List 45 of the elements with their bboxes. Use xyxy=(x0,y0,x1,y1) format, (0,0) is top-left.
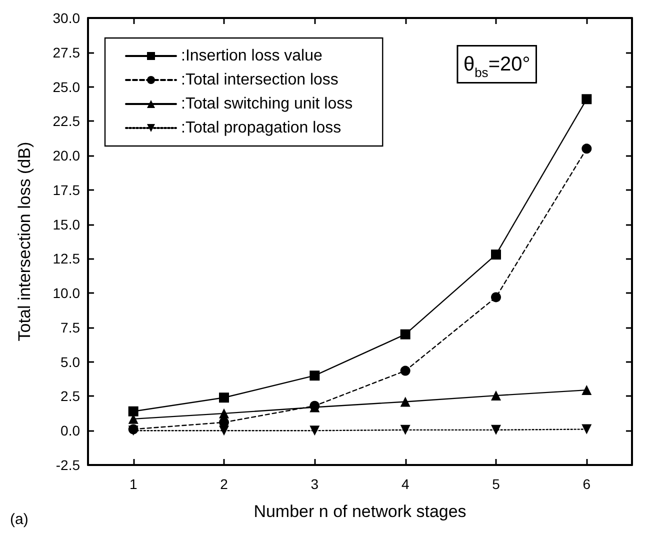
x-tick-label: 2 xyxy=(220,476,228,492)
y-tick-label: 22.5 xyxy=(52,113,80,130)
legend-label: :Insertion loss value xyxy=(181,48,323,64)
y-tick-label: 17.5 xyxy=(52,182,80,198)
y-tick-label: 10.0 xyxy=(52,285,80,302)
point xyxy=(491,424,501,435)
y-tick-label: 5.0 xyxy=(60,354,80,370)
x-tick-label: 1 xyxy=(129,476,138,492)
x-tick-label: 5 xyxy=(492,476,500,492)
y-tick-label: 12.5 xyxy=(52,250,80,267)
y-tick-label: 2.5 xyxy=(60,388,80,404)
y-tick-label: -2.5 xyxy=(56,457,80,473)
x-axis-title: Number n of network stages xyxy=(254,502,466,521)
y-tick-label: 20.0 xyxy=(52,148,80,164)
point xyxy=(219,392,229,403)
point xyxy=(400,396,410,407)
point xyxy=(582,144,592,154)
x-tick-label: 4 xyxy=(401,476,410,492)
legend-label: :Total switching unit loss xyxy=(181,96,353,112)
y-tick-label: 27.5 xyxy=(52,44,80,60)
y-tick-label: 7.5 xyxy=(60,319,80,336)
y-tick-label: 15.0 xyxy=(52,216,80,232)
text: (a) xyxy=(10,511,28,528)
y-tick-label: 0.0 xyxy=(60,422,80,439)
legend-label: :Total propagation loss xyxy=(181,120,342,136)
point xyxy=(491,250,501,260)
point xyxy=(491,292,501,302)
point xyxy=(582,424,592,434)
legend-label: :Total intersection loss xyxy=(181,72,338,88)
y-axis-title: Total intersection loss (dB) xyxy=(15,142,34,342)
point xyxy=(400,424,410,435)
point xyxy=(128,406,138,416)
point xyxy=(219,408,229,418)
point xyxy=(310,426,320,436)
x-tick-label: 6 xyxy=(582,476,591,492)
point xyxy=(582,94,592,104)
point xyxy=(310,370,320,381)
y-tick-label: 30.0 xyxy=(52,10,80,26)
point xyxy=(582,385,592,396)
point xyxy=(400,366,410,376)
x-tick-label: 3 xyxy=(310,476,319,492)
point xyxy=(219,417,229,428)
point xyxy=(400,329,410,340)
point xyxy=(491,390,501,401)
y-tick-label: 25.0 xyxy=(52,78,80,95)
